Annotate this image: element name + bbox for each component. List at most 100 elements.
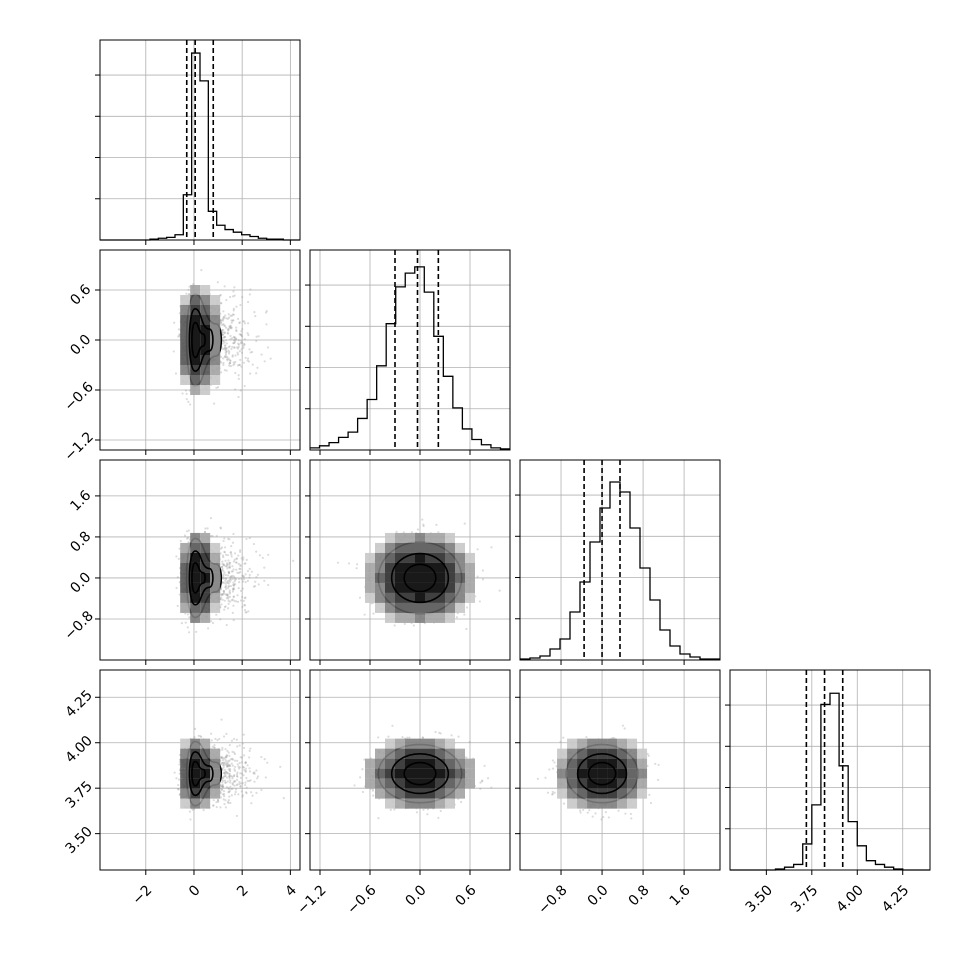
scatter-point [242,766,245,769]
density-cell [425,592,435,603]
scatter-point [232,307,235,310]
scatter-point [221,330,224,334]
scatter-point [221,560,224,563]
scatter-point [231,570,234,573]
scatter-point [236,759,239,763]
scatter-point [225,342,229,345]
density-cell [200,562,211,573]
density-cell [190,552,201,563]
density-cell [180,305,191,315]
scatter-point [224,347,227,350]
scatter-point [242,599,245,602]
scatter-point [223,803,226,806]
scatter-point [226,358,229,361]
scatter-point [250,570,253,573]
scatter-point [235,346,239,349]
scatter-point [231,590,235,593]
scatter-point [236,763,239,766]
density-cell [210,305,221,315]
scatter-point [229,576,232,579]
scatter-point [217,800,220,803]
scatter-point [224,586,227,589]
scatter-point [240,333,243,336]
scatter-point [241,574,244,577]
scatter-point [422,523,425,526]
density-cell [425,542,435,553]
scatter-point [233,338,236,341]
scatter-point [176,576,179,579]
scatter-point [336,561,340,564]
density-cell [435,572,445,583]
scatter-point [227,579,231,582]
scatter-point [187,292,190,296]
scatter-point [225,563,228,566]
scatter-point [243,768,246,772]
scatter-point [481,578,485,581]
density-cell [180,552,191,563]
scatter-point [238,363,242,366]
scatter-point [229,781,232,784]
scatter-point [172,350,175,353]
scatter-point [416,528,420,531]
scatter-point [236,600,240,603]
density-cell [210,365,221,375]
scatter-point [226,574,230,577]
scatter-point [220,762,223,766]
density-cell [445,582,455,593]
density-cell [455,582,465,593]
scatter-point [245,792,248,795]
scatter-point [226,780,229,783]
scatter-point [232,604,235,607]
scatter-point [185,530,189,533]
density-cell [190,582,201,593]
scatter-point [229,575,233,578]
scatter-point [184,389,188,392]
scatter-point [236,353,240,356]
scatter-point [228,772,231,775]
density-cell [395,562,405,573]
scatter-point [176,604,179,608]
scatter-point [221,339,224,343]
scatter-point [228,764,231,767]
scatter-point [252,542,255,546]
scatter-point [265,309,268,313]
scatter-point [228,364,231,367]
scatter-point [221,581,225,584]
scatter-point [186,537,189,540]
density-cell [375,562,385,573]
density-cell [415,552,425,563]
scatter-point [228,591,231,594]
density-cell [455,562,465,573]
scatter-point [261,556,264,560]
scatter-point [235,337,238,340]
scatter-point [222,779,225,782]
scatter-point [223,779,227,782]
density-cell [190,335,201,345]
scatter-point [239,303,242,307]
scatter-point [219,526,222,529]
scatter-point [219,527,223,530]
scatter-point [238,333,241,336]
density-cell [445,552,455,563]
scatter-point [255,550,258,553]
scatter-point [219,322,223,325]
scatter-point [225,755,228,759]
scatter-point [227,313,230,316]
scatter-point [265,323,268,326]
scatter-point [240,756,244,759]
density-cell [200,542,211,553]
scatter-point [236,774,239,778]
scatter-point [220,328,224,332]
scatter-point [225,581,228,584]
scatter-point [231,574,234,577]
density-cell [180,325,191,335]
scatter-point [233,751,236,754]
scatter-point [226,761,229,765]
density-panel [336,518,501,631]
scatter-point [242,580,245,583]
scatter-point [235,568,238,571]
scatter-point [421,518,424,521]
scatter-point [226,594,229,597]
density-cell [375,582,385,593]
density-cell [210,572,221,583]
